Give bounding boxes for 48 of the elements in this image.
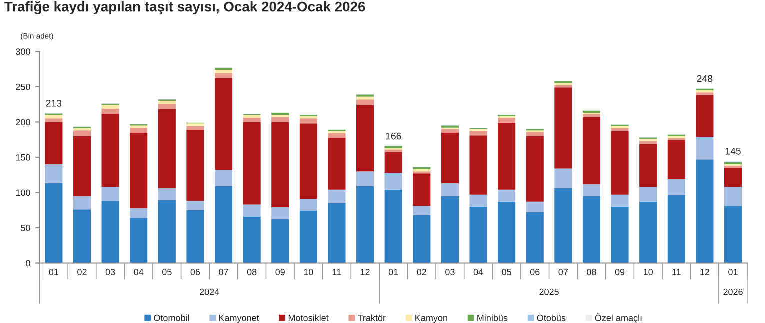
x-tick-label: 12 — [360, 269, 370, 276]
x-tick-label: 07 — [558, 269, 568, 276]
x-tick-label: 06 — [530, 269, 540, 276]
y-tick-label: 300 — [16, 48, 30, 56]
legend-label: Kamyon — [416, 315, 448, 323]
x-tick-label: 04 — [134, 269, 144, 276]
legend-label: Kamyonet — [219, 315, 260, 323]
text: 2026 — [724, 288, 743, 296]
legend-label: Otomobil — [154, 314, 190, 322]
y-tick-label: 200 — [16, 119, 30, 126]
x-tick-label: 03 — [106, 269, 116, 276]
y-tick-label: 100 — [16, 190, 30, 196]
x-tick-label: 09 — [615, 269, 625, 276]
x-tick-label: 11 — [672, 269, 681, 276]
x-tick-label: 05 — [502, 269, 512, 276]
x-tick-label: 01 — [388, 269, 398, 276]
legend-label: Motosiklet — [288, 314, 329, 322]
total-label: 248 — [697, 75, 713, 82]
x-tick-label: 02 — [78, 269, 87, 276]
x-tick-label: 03 — [446, 269, 455, 276]
x-tick-label: 12 — [700, 269, 710, 276]
x-tick-label: 01 — [728, 269, 738, 276]
x-tick-label: 07 — [219, 269, 228, 276]
y-tick-label: 250 — [16, 84, 30, 90]
x-tick-label: 11 — [332, 269, 342, 276]
total-label: 166 — [386, 132, 402, 140]
x-tick-label: 08 — [247, 269, 257, 276]
y-tick-label: 150 — [16, 154, 30, 161]
legend-label: Traktör — [358, 314, 386, 322]
x-tick-label: 10 — [304, 269, 314, 276]
legend-label: Özel amaçlı — [595, 314, 642, 323]
x-tick-label: 05 — [162, 269, 172, 276]
x-tick-label: 10 — [644, 269, 654, 276]
total-label: 145 — [726, 148, 741, 155]
x-tick-label: 09 — [276, 269, 285, 276]
x-tick-label: 01 — [49, 269, 59, 276]
x-tick-label: 02 — [417, 269, 426, 276]
y-tick-label: 50 — [21, 224, 30, 232]
text: 2025 — [540, 288, 559, 296]
text: 2024 — [200, 288, 220, 296]
y-tick-label: 0 — [26, 260, 30, 267]
chart-title: Trafiğe kaydı yapılan taşıt sayısı, Ocak 2024-Ocak 2026 — [4, 1, 366, 15]
legend-label: Minibüs — [478, 314, 508, 322]
x-tick-label: 08 — [587, 269, 596, 276]
total-label: 213 — [46, 100, 62, 107]
x-tick-label: 04 — [474, 269, 484, 276]
legend-label: Otobüs — [537, 314, 566, 322]
x-tick-label: 06 — [190, 269, 200, 276]
